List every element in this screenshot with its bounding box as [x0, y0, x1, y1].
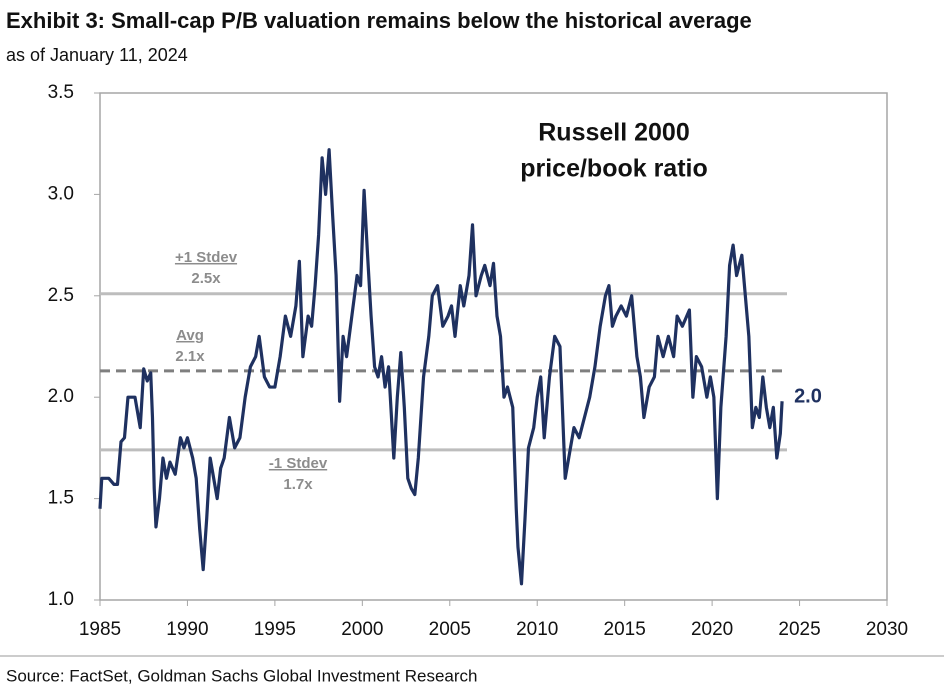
x-tick-label: 1995	[254, 619, 296, 640]
reference-label: 1.7x	[283, 476, 313, 493]
y-tick-label: 1.0	[48, 589, 74, 610]
y-tick-label: 3.5	[48, 82, 74, 103]
reference-name: Avg	[176, 327, 204, 344]
reference-label: 2.1x	[175, 348, 205, 365]
end-label: 2.0	[794, 386, 822, 408]
x-tick-label: 2005	[429, 619, 471, 640]
x-tick-label: 1990	[166, 619, 208, 640]
x-tick-label: 2010	[516, 619, 558, 640]
y-tick-label: 1.5	[48, 488, 74, 509]
y-tick-label: 2.0	[48, 386, 74, 407]
y-tick-label: 2.5	[48, 285, 74, 306]
chart-title: Exhibit 3: Small-cap P/B valuation remai…	[6, 8, 752, 33]
x-tick-label: 2025	[778, 619, 820, 640]
x-tick-label: 2030	[866, 619, 908, 640]
inner-title: Russell 2000	[538, 119, 690, 147]
source-note: Source: FactSet, Goldman Sachs Global In…	[6, 666, 478, 685]
inner-title: price/book ratio	[520, 155, 708, 183]
reference-label: 2.5x	[191, 270, 221, 287]
x-tick-label: 2020	[691, 619, 733, 640]
x-tick-label: 1985	[79, 619, 121, 640]
x-tick-label: 2000	[341, 619, 383, 640]
data-line	[98, 148, 784, 586]
reference-name: +1 Stdev	[175, 249, 238, 266]
y-tick-label: 3.0	[48, 183, 74, 204]
reference-name: -1 Stdev	[269, 455, 328, 472]
chart-subtitle: as of January 11, 2024	[6, 45, 188, 65]
plot-frame	[99, 92, 888, 601]
x-tick-label: 2015	[604, 619, 646, 640]
